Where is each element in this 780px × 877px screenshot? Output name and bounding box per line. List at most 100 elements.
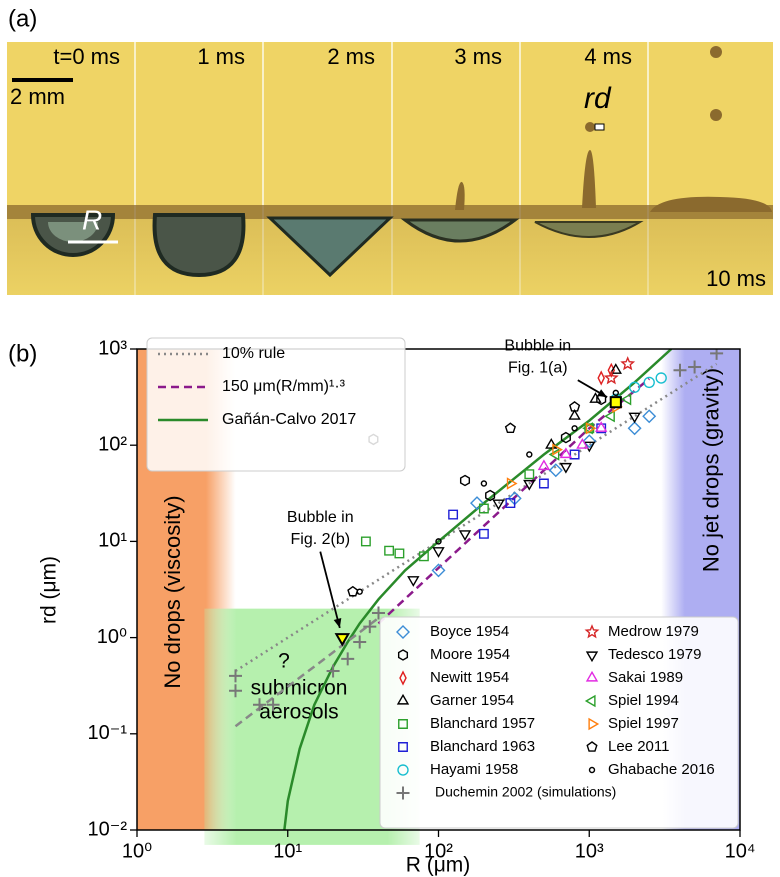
drop	[710, 109, 722, 121]
marker	[595, 421, 608, 432]
marker	[552, 443, 563, 456]
marker	[394, 548, 405, 559]
jet	[455, 181, 465, 210]
legend-label: Boyce 1954	[430, 623, 509, 640]
marker	[407, 576, 420, 587]
arrow-head	[333, 618, 342, 628]
marker	[643, 376, 655, 389]
marker	[341, 652, 355, 666]
marker	[524, 469, 535, 480]
marker	[266, 698, 280, 712]
legend-label: Blanchard 1963	[430, 738, 535, 755]
marker	[458, 530, 472, 541]
y-tick-label: 10⁻¹	[88, 722, 128, 744]
frame-label: 10 ms	[706, 266, 766, 291]
marker	[585, 651, 599, 663]
legend-label: Blanchard 1957	[430, 715, 535, 732]
fit-line	[283, 349, 673, 830]
legend-label: Medrow 1979	[608, 623, 699, 640]
y-tick-label: 10⁻²	[88, 818, 128, 840]
marker	[526, 451, 533, 458]
bubble	[152, 213, 246, 278]
legend-label: Garner 1954	[430, 692, 514, 709]
marker	[505, 498, 516, 509]
marker	[627, 421, 642, 436]
marker	[609, 363, 622, 374]
region-label: No jet drops (gravity)	[698, 368, 723, 572]
legend-label: Moore 1954	[430, 646, 510, 663]
marker	[603, 370, 619, 385]
marker	[360, 536, 371, 547]
x-tick-label: 10⁴	[725, 840, 756, 862]
drop	[585, 122, 595, 132]
x-tick-label: 10²	[424, 840, 453, 862]
marker	[548, 448, 560, 461]
marker	[470, 496, 484, 511]
marker	[504, 422, 516, 434]
marker	[642, 409, 657, 424]
frame-label: 2 ms	[327, 44, 375, 69]
marker	[673, 363, 687, 377]
legend-box	[146, 337, 406, 472]
surface-bump	[650, 196, 772, 212]
marker	[397, 764, 409, 776]
frame-label: 1 ms	[197, 44, 245, 69]
marker	[397, 649, 409, 661]
marker	[363, 620, 377, 634]
y-tick-label: 10³	[98, 337, 127, 359]
marker	[459, 474, 471, 487]
radius-label: R	[82, 204, 102, 235]
marker	[538, 478, 549, 489]
panel-label: (a)	[8, 5, 37, 32]
legend-label: Tedesco 1979	[608, 646, 701, 663]
marker	[582, 422, 593, 435]
marker	[628, 381, 641, 394]
legend-label: Lee 2011	[608, 738, 669, 755]
arrow	[319, 551, 341, 629]
marker	[356, 588, 363, 595]
region-label: No drops (viscosity)	[160, 495, 185, 688]
marker	[576, 438, 589, 449]
x-tick-label: 10¹	[273, 840, 302, 862]
x-axis-label: R (μm)	[406, 854, 471, 877]
legend-label: Spiel 1997	[608, 715, 679, 732]
frame-label: 4 ms	[584, 44, 632, 69]
panel-label: (b)	[8, 340, 37, 367]
fit-line	[377, 377, 650, 625]
marker	[588, 717, 600, 731]
marker	[384, 545, 395, 556]
marker	[347, 585, 359, 597]
marker	[537, 459, 551, 471]
marker	[523, 479, 536, 491]
marker	[478, 503, 489, 514]
marker	[334, 633, 351, 647]
marker	[586, 741, 598, 752]
marker	[396, 625, 410, 639]
marker	[253, 698, 266, 712]
legend-label: 150 μm(R/mm)¹·³	[222, 378, 346, 395]
marker	[229, 684, 242, 698]
y-tick-label: 10⁰	[97, 626, 127, 648]
marker	[609, 396, 622, 409]
legend-label: Newitt 1954	[430, 669, 509, 686]
bubble-cavity	[266, 216, 394, 278]
marker	[589, 392, 602, 403]
marker	[353, 635, 367, 649]
marker	[548, 463, 563, 478]
bubble-cavity	[400, 218, 520, 243]
marker	[372, 606, 385, 620]
marker	[569, 401, 581, 412]
annotation: aerosols	[259, 701, 338, 724]
marker	[569, 449, 580, 460]
marker	[492, 499, 505, 511]
marker	[688, 360, 702, 374]
marker	[620, 393, 632, 406]
annotation: Bubble in	[287, 509, 354, 526]
jet	[582, 150, 596, 208]
marker	[559, 462, 573, 474]
marker	[480, 480, 488, 487]
frame-label: t=0 ms	[53, 44, 120, 69]
drop-marker	[594, 123, 605, 131]
